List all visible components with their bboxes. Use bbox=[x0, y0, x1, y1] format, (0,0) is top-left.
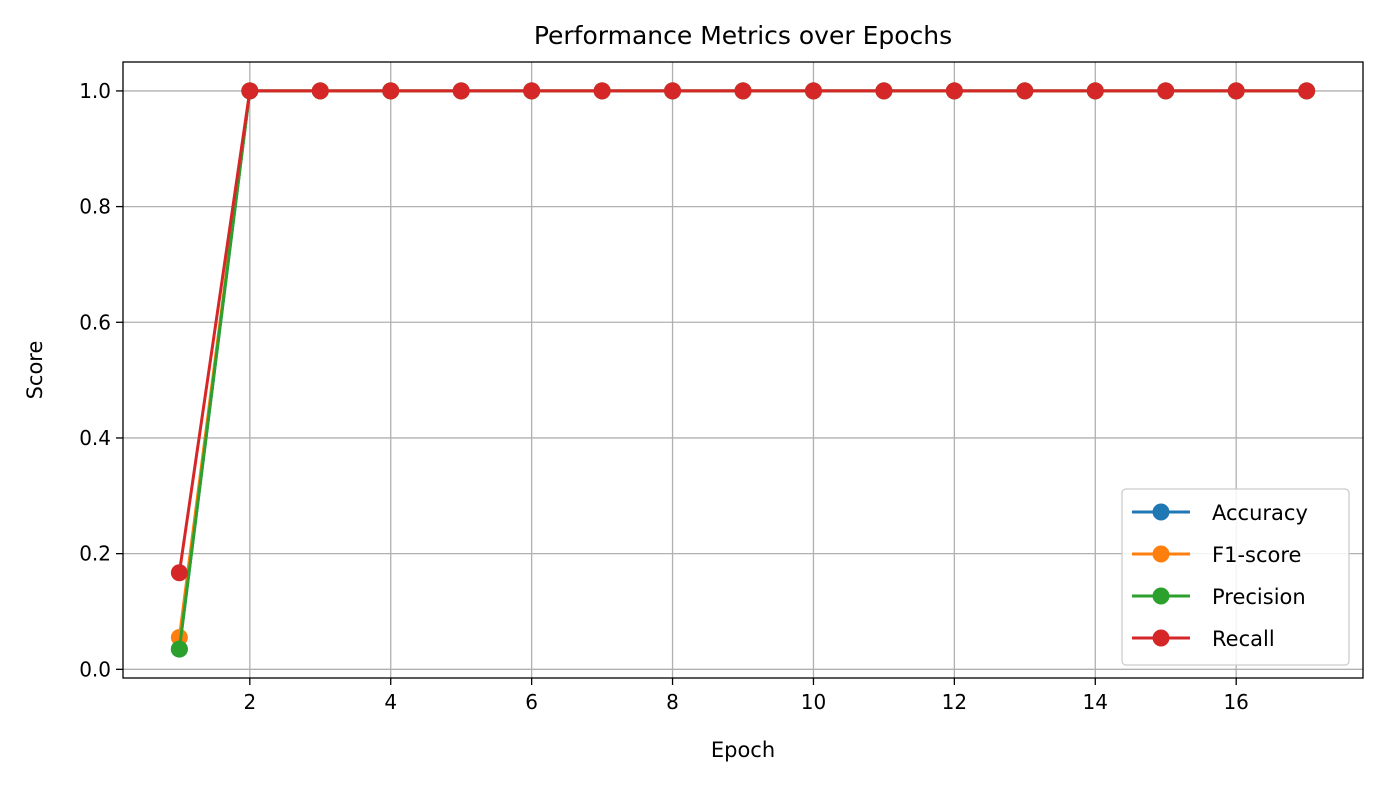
data-point-recall bbox=[593, 82, 611, 100]
data-point-recall bbox=[452, 82, 470, 100]
y-tick-label: 0.4 bbox=[79, 426, 111, 450]
legend-label-precision: Precision bbox=[1212, 585, 1306, 609]
data-point-recall bbox=[875, 82, 893, 100]
x-axis-label: Epoch bbox=[711, 738, 775, 762]
y-tick-label: 0.8 bbox=[79, 195, 111, 219]
legend-label-recall: Recall bbox=[1212, 627, 1275, 651]
y-tick-label: 0.0 bbox=[79, 657, 111, 681]
y-tick-label: 0.2 bbox=[79, 542, 111, 566]
chart-title: Performance Metrics over Epochs bbox=[534, 21, 952, 50]
series-recall bbox=[170, 82, 1316, 582]
data-point-precision bbox=[170, 640, 188, 658]
legend-label-f1-score: F1-score bbox=[1212, 543, 1301, 567]
x-tick-label: 16 bbox=[1223, 690, 1248, 714]
legend-marker-f1-score bbox=[1152, 545, 1170, 563]
x-tick-label: 12 bbox=[942, 690, 967, 714]
data-point-recall bbox=[734, 82, 752, 100]
y-tick-label: 0.6 bbox=[79, 310, 111, 334]
x-tick-label: 10 bbox=[801, 690, 826, 714]
x-tick-label: 8 bbox=[666, 690, 679, 714]
legend-marker-precision bbox=[1152, 587, 1170, 605]
plot-area bbox=[170, 82, 1316, 658]
legend: Accuracy F1-score Precision Recall bbox=[1121, 488, 1350, 666]
data-point-recall bbox=[1157, 82, 1175, 100]
data-point-recall bbox=[382, 82, 400, 100]
data-point-recall bbox=[1298, 82, 1316, 100]
data-point-recall bbox=[1086, 82, 1104, 100]
y-axis-ticks: 0.0 0.2 0.4 0.6 0.8 1.0 bbox=[79, 79, 123, 681]
data-point-recall bbox=[523, 82, 541, 100]
x-tick-label: 2 bbox=[243, 690, 256, 714]
legend-marker-accuracy bbox=[1152, 503, 1170, 521]
legend-box bbox=[1121, 488, 1350, 666]
data-point-recall bbox=[945, 82, 963, 100]
data-point-recall bbox=[170, 564, 188, 582]
data-point-recall bbox=[241, 82, 259, 100]
x-tick-label: 4 bbox=[384, 690, 397, 714]
data-point-recall bbox=[664, 82, 682, 100]
x-tick-label: 14 bbox=[1083, 690, 1108, 714]
y-axis-label: Score bbox=[23, 341, 47, 400]
y-tick-label: 1.0 bbox=[79, 79, 111, 103]
data-point-recall bbox=[311, 82, 329, 100]
x-axis-ticks: 2 4 6 8 10 12 14 16 bbox=[243, 678, 1249, 714]
data-point-recall bbox=[1227, 82, 1245, 100]
data-point-recall bbox=[1016, 82, 1034, 100]
data-point-recall bbox=[804, 82, 822, 100]
axes-frame bbox=[122, 61, 1364, 679]
legend-label-accuracy: Accuracy bbox=[1212, 501, 1308, 525]
x-tick-label: 6 bbox=[525, 690, 538, 714]
legend-marker-recall bbox=[1152, 629, 1170, 647]
